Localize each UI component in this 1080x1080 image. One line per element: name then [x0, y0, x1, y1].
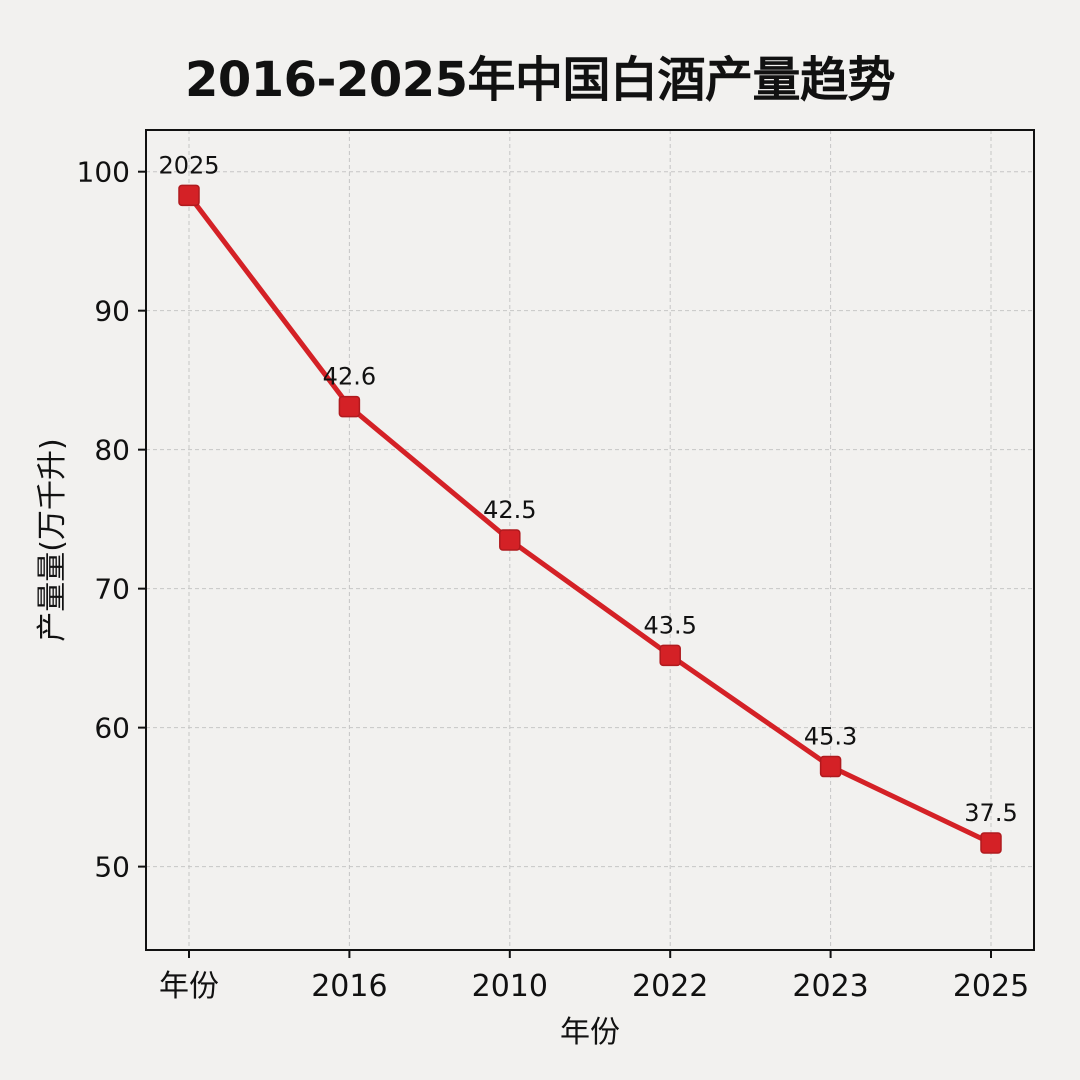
- y-tick-labels: 50 60 70 80 90 100: [77, 156, 130, 884]
- x-tick-label: 2022: [632, 969, 708, 1004]
- series-line-group: 2025 42.6 42.5 43.5 45.3 37.5: [158, 151, 1018, 854]
- data-label: 37.5: [964, 799, 1017, 827]
- data-label: 43.5: [643, 611, 696, 639]
- data-label: 42.6: [323, 363, 376, 391]
- x-tick-label: 2025: [953, 969, 1029, 1004]
- axis-ticks: [138, 170, 992, 958]
- x-tick-labels: 年份 2016 2010 2022 2023 2025: [159, 969, 1029, 1004]
- data-point-marker: [980, 832, 1002, 854]
- y-tick-label: 70: [94, 573, 130, 606]
- data-point-marker: [338, 395, 361, 418]
- y-tick-label: 50: [94, 851, 130, 884]
- y-tick-label: 60: [94, 712, 130, 745]
- plot-frame: [145, 129, 1035, 951]
- data-label: 42.5: [483, 496, 536, 524]
- data-label: 2025: [158, 151, 219, 179]
- data-point-marker: [819, 755, 842, 778]
- x-tick-label: 年份: [159, 969, 219, 1004]
- data-point-marker: [499, 529, 521, 551]
- data-point-marker: [178, 184, 200, 207]
- x-tick-label: 2016: [311, 969, 387, 1004]
- y-tick-label: 100: [77, 156, 130, 189]
- data-label: 45.3: [804, 723, 857, 751]
- x-tick-label: 2023: [792, 969, 868, 1004]
- series-line: [187, 193, 993, 846]
- y-axis-label: 产量量(万千升): [35, 438, 70, 641]
- chart-title: 2016-2025年中国白酒产量趋势: [184, 52, 896, 108]
- x-axis-label: 年份: [560, 1015, 620, 1050]
- x-tick-label: 2010: [472, 969, 548, 1004]
- grid-lines: [146, 130, 1034, 950]
- y-tick-label: 80: [94, 434, 130, 467]
- data-point-marker: [659, 644, 681, 667]
- y-tick-label: 90: [94, 295, 130, 328]
